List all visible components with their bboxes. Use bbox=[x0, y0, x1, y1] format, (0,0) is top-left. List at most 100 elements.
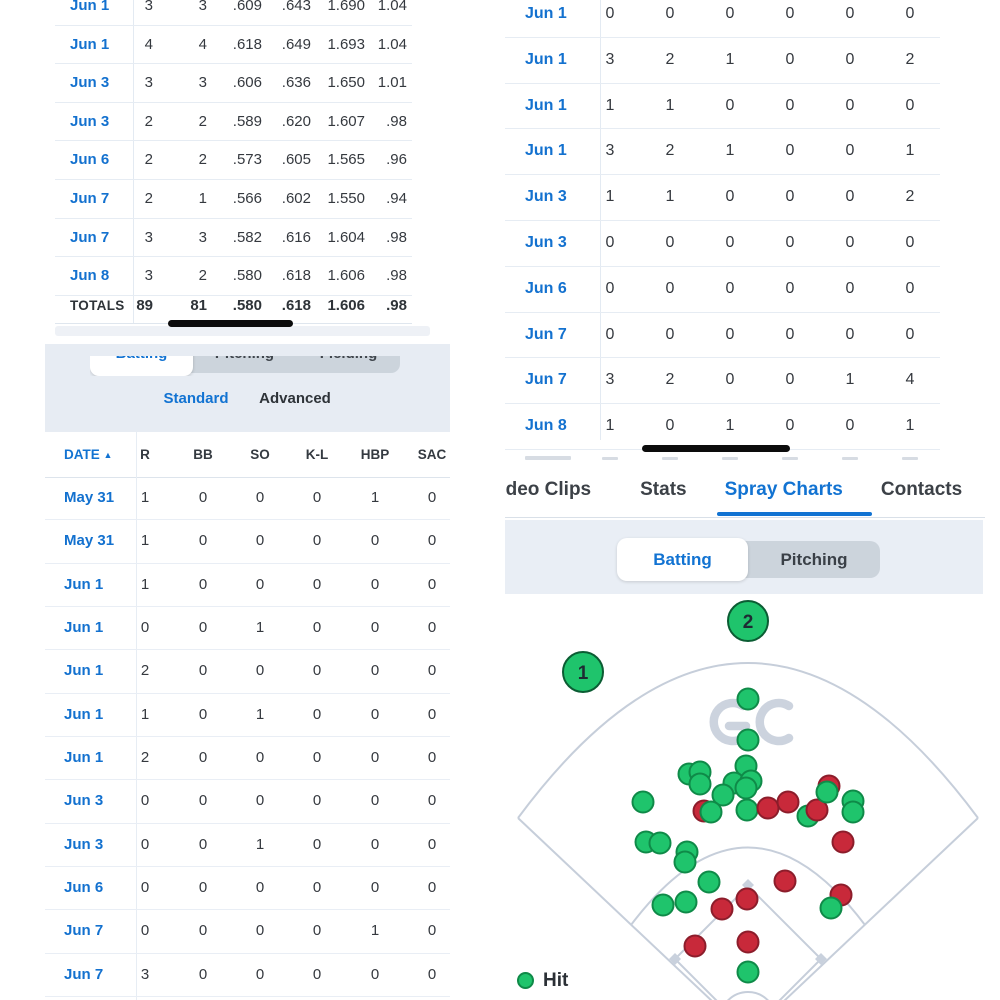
date-link[interactable]: Jun 7 bbox=[64, 922, 104, 940]
date-link[interactable]: Jun 1 bbox=[525, 96, 567, 114]
third-base bbox=[669, 953, 681, 965]
stat-cell: 0 bbox=[725, 371, 735, 389]
column-header[interactable]: SO bbox=[250, 447, 270, 462]
active-tab-underline bbox=[717, 512, 872, 516]
table-row: Jun 1 0 0 1 0 0 0 bbox=[45, 607, 450, 651]
date-link[interactable]: Jun 6 bbox=[64, 879, 104, 897]
date-link[interactable]: Jun 1 bbox=[70, 35, 110, 53]
date-link[interactable]: May 31 bbox=[64, 489, 115, 506]
stat-cell: 0 bbox=[255, 879, 265, 897]
stat-cell: 3 bbox=[198, 228, 207, 246]
spray-dot-out[interactable] bbox=[776, 790, 800, 814]
date-link[interactable]: Jun 7 bbox=[64, 965, 104, 983]
date-link[interactable]: Jun 3 bbox=[525, 188, 567, 206]
stat-cell: 0 bbox=[370, 749, 380, 767]
spray-dot-hit[interactable] bbox=[736, 687, 760, 711]
spray-dot-out[interactable] bbox=[805, 798, 829, 822]
spray-dot-hit[interactable] bbox=[631, 790, 655, 814]
spray-dot-hit[interactable] bbox=[651, 893, 675, 917]
spray-dot-hit[interactable] bbox=[697, 870, 721, 894]
numbered-marker[interactable]: 1 bbox=[562, 651, 604, 693]
spray-dot-out[interactable] bbox=[710, 897, 734, 921]
spray-dot-hit[interactable] bbox=[673, 850, 697, 874]
column-header-date-sort[interactable]: DATE ▲ bbox=[64, 447, 113, 462]
spray-dot-hit[interactable] bbox=[648, 831, 672, 855]
column-header[interactable]: R bbox=[140, 447, 150, 462]
table-row: Jun 6 0 0 0 0 0 0 bbox=[45, 867, 450, 911]
subtab-advanced[interactable]: Advanced bbox=[259, 390, 331, 407]
column-header[interactable]: K-L bbox=[305, 447, 329, 462]
spray-dot-hit[interactable] bbox=[815, 780, 839, 804]
date-link[interactable]: Jun 3 bbox=[525, 233, 567, 251]
stat-cell: 0 bbox=[605, 325, 615, 343]
spray-dot-hit[interactable] bbox=[736, 728, 760, 752]
spray-dot-hit[interactable] bbox=[711, 783, 735, 807]
date-link[interactable]: Jun 7 bbox=[70, 189, 110, 207]
stat-cell: 0 bbox=[605, 5, 615, 22]
segment-pitching[interactable]: Pitching bbox=[193, 356, 296, 376]
date-link[interactable]: Jun 6 bbox=[70, 151, 110, 169]
subtab-standard[interactable]: Standard bbox=[163, 390, 229, 407]
tab-spray-charts[interactable]: Spray Charts bbox=[724, 479, 843, 500]
column-header[interactable]: HBP bbox=[360, 447, 390, 462]
tab-contacts[interactable]: Contacts bbox=[880, 479, 963, 500]
date-link[interactable]: Jun 7 bbox=[525, 371, 567, 389]
date-link[interactable]: Jun 3 bbox=[64, 792, 104, 810]
horizontal-scroll-indicator[interactable] bbox=[642, 445, 790, 452]
date-link[interactable]: Jun 1 bbox=[64, 575, 104, 593]
date-link[interactable]: Jun 3 bbox=[70, 74, 110, 92]
spray-dot-hit[interactable] bbox=[736, 960, 760, 984]
date-link[interactable]: Jun 1 bbox=[64, 619, 104, 637]
spray-dot-hit[interactable] bbox=[735, 798, 759, 822]
column-header[interactable]: BB bbox=[193, 447, 213, 462]
stat-cell: 0 bbox=[140, 879, 150, 897]
spray-dot-out[interactable] bbox=[736, 930, 760, 954]
date-link[interactable]: Jun 1 bbox=[64, 662, 104, 680]
spray-dot-hit[interactable] bbox=[819, 896, 843, 920]
spray-dot-out[interactable] bbox=[683, 934, 707, 958]
infield-diamond bbox=[673, 884, 823, 1000]
tab-stats[interactable]: Stats bbox=[640, 479, 687, 500]
stat-cell: 0 bbox=[255, 575, 265, 593]
stat-cell: 0 bbox=[785, 96, 795, 114]
date-link[interactable]: Jun 1 bbox=[525, 50, 567, 68]
date-link[interactable]: Jun 6 bbox=[525, 279, 567, 297]
date-link[interactable]: Jun 7 bbox=[525, 325, 567, 343]
column-header[interactable]: SAC bbox=[417, 447, 447, 462]
segment-fielding[interactable]: Fielding bbox=[297, 356, 400, 376]
spray-dot-out[interactable] bbox=[735, 887, 759, 911]
spray-dot-out[interactable] bbox=[773, 869, 797, 893]
spray-dot-hit[interactable] bbox=[674, 890, 698, 914]
date-link[interactable]: Jun 1 bbox=[64, 705, 104, 723]
spray-dot-hit[interactable] bbox=[688, 772, 712, 796]
date-link[interactable]: Jun 3 bbox=[64, 835, 104, 853]
stats-table-fragment-top-left: Jun 1 3 3 .609 .643 1.690 1.04 Jun 1 4 4 .618 .649 1… bbox=[0, 0, 445, 340]
toggle-batting[interactable]: Batting bbox=[653, 550, 712, 569]
date-link[interactable]: Jun 7 bbox=[70, 228, 110, 246]
spray-dot-out[interactable] bbox=[756, 796, 780, 820]
stat-cell: 0 bbox=[312, 619, 322, 637]
date-link[interactable]: Jun 8 bbox=[70, 267, 110, 285]
date-link[interactable]: Jun 3 bbox=[70, 112, 110, 130]
horizontal-scroll-indicator[interactable] bbox=[168, 320, 293, 327]
date-link[interactable]: Jun 1 bbox=[525, 5, 567, 22]
date-link[interactable]: Jun 8 bbox=[525, 417, 567, 435]
stat-cell: 0 bbox=[905, 325, 915, 343]
numbered-marker[interactable]: 2 bbox=[727, 600, 769, 642]
date-link[interactable]: May 31 bbox=[64, 532, 115, 550]
toggle-pitching[interactable]: Pitching bbox=[780, 550, 848, 569]
stats-table-body: May 31 1 0 0 0 1 0 May 31 1 0 0 0 0 0 Jun 1 1 0 0 0 0 0 Jun 1… bbox=[45, 477, 450, 998]
spray-dot-hit[interactable] bbox=[734, 776, 758, 800]
tab-video-clips[interactable]: Video Clips bbox=[505, 479, 592, 500]
date-link[interactable]: Jun 1 bbox=[525, 142, 567, 160]
stat-cell: 1 bbox=[605, 417, 615, 435]
spray-dot-hit[interactable] bbox=[841, 800, 865, 824]
date-link[interactable]: Jun 1 bbox=[70, 0, 110, 14]
spray-dot-out[interactable] bbox=[831, 830, 855, 854]
segment-batting[interactable]: Batting bbox=[90, 356, 193, 376]
stat-cell: 0 bbox=[427, 575, 437, 593]
stat-cell: 2 bbox=[198, 112, 207, 130]
spray-dot-hit[interactable] bbox=[699, 800, 723, 824]
stat-cell: 0 bbox=[255, 532, 265, 550]
date-link[interactable]: Jun 1 bbox=[64, 749, 104, 767]
